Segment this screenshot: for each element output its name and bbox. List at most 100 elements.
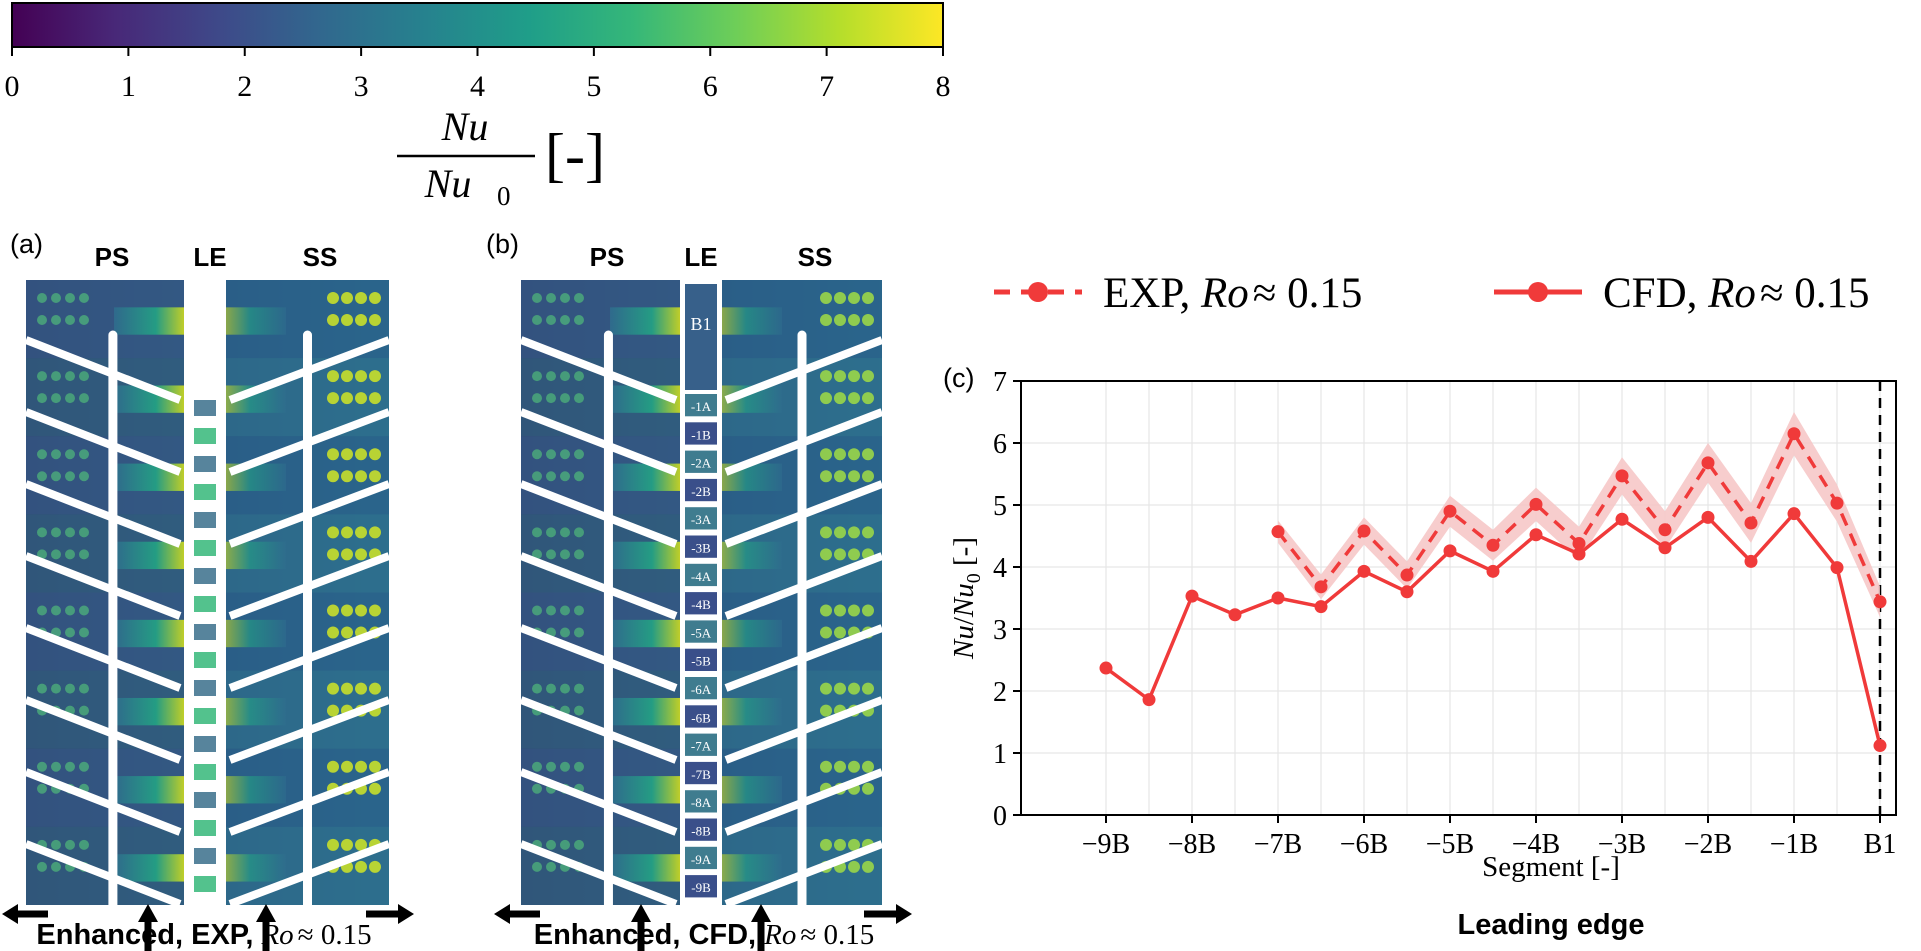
heatmap-dimple (546, 605, 556, 616)
le-cell-label: -3B (691, 541, 711, 556)
heatmap-rib (228, 408, 391, 476)
heatmap-dimple (862, 526, 874, 539)
le-cell (685, 875, 717, 898)
heatmap-dimple (546, 527, 556, 538)
heatmap-dimple (574, 705, 584, 716)
heatmap-dimple (560, 471, 570, 482)
heatmap-rib (24, 336, 182, 404)
heatmap-dimple (327, 370, 339, 383)
heatmap-dimple (37, 293, 47, 303)
heatmap-dimple (37, 683, 47, 694)
exp-data-point (1873, 595, 1887, 609)
heatmap-dimple (51, 527, 61, 538)
heatmap-dimple (355, 314, 367, 326)
heatmap-dimple (834, 392, 846, 405)
panel-a: (a) PS LE SS (2, 229, 414, 951)
le-cell-label: -6A (691, 682, 712, 697)
heatmap-dimple (560, 449, 570, 460)
le-cell-label: B1 (690, 314, 711, 334)
heatmap-dimple (820, 760, 832, 773)
heatmap-dimple (79, 839, 89, 850)
heatmap-rib (724, 624, 884, 692)
colorbar-tick-label: 6 (703, 70, 718, 103)
colorbar-tick-label: 1 (121, 70, 136, 103)
heatmap-dimple (532, 861, 542, 872)
heatmap-dimple (65, 683, 75, 694)
panel-a-caption: Enhanced, EXP, Ro ≈ 0.15 (36, 919, 371, 951)
le-cell (194, 848, 216, 864)
le-cell-label: -8A (691, 795, 712, 810)
x-tick-label: −1B (1770, 829, 1818, 860)
heatmap-dimple (532, 315, 542, 325)
heatmap-dimple (862, 682, 874, 695)
colorbar-tick-label: 5 (586, 70, 601, 103)
heatmap-dimple (862, 448, 874, 461)
heatmap-dimple (327, 470, 339, 483)
heatmap-dimple (79, 393, 89, 404)
le-cell (194, 652, 216, 668)
heatmap-dimple (834, 760, 846, 773)
heatmap-dimple (327, 704, 339, 717)
exp-data-point (1529, 497, 1543, 511)
le-cell (194, 876, 216, 892)
heatmap-dimple (341, 314, 353, 326)
heatmap-dimple (79, 761, 89, 772)
x-axis-label: Segment [-] (1482, 851, 1620, 883)
x-tick-label: −3B (1598, 829, 1646, 860)
le-cell (685, 761, 717, 785)
exp-data-point (1830, 496, 1844, 510)
chart-title: Leading edge (1458, 909, 1645, 941)
le-cell (685, 592, 717, 615)
heatmap-hot-streak (226, 541, 286, 570)
heatmap-rib (228, 768, 391, 836)
heatmap-dimple (341, 392, 353, 405)
le-cell (685, 563, 717, 587)
heatmap-dimple (355, 292, 367, 304)
x-tick-label: −4B (1512, 829, 1560, 860)
legend-label-exp: EXP, Ro≈ 0.15 (1103, 270, 1362, 317)
heatmap-dimple (341, 760, 353, 773)
heatmap-dimple (834, 626, 846, 639)
heatmap-dimple (51, 549, 61, 560)
exp-data-point (1314, 580, 1328, 594)
le-cell-label: -4B (691, 597, 711, 612)
le-cell-label: -8B (691, 824, 711, 839)
heatmap-dimple (355, 470, 367, 483)
heatmap-hot-streak (722, 697, 782, 726)
heatmap-dimple (862, 860, 874, 873)
heatmap-hot-streak (114, 619, 184, 648)
le-cell (194, 400, 216, 416)
heatmap-dimple (79, 549, 89, 560)
heatmap-dimple (65, 315, 75, 325)
le-cell-label: -2A (691, 456, 712, 471)
cfd-data-point (1228, 608, 1242, 622)
heatmap-dimple (37, 371, 47, 382)
heatmap-dimple (51, 449, 61, 460)
heatmap-dimple (327, 392, 339, 405)
heatmap-hot-streak (610, 697, 680, 726)
heatmap-dimple (369, 370, 381, 383)
heatmap-dimple (834, 838, 846, 851)
panel-b-label-ps: PS (590, 242, 625, 272)
heatmap-dimple (37, 783, 47, 794)
heatmap-dimple (546, 315, 556, 325)
heatmap-hot-streak (226, 854, 286, 882)
x-tick-label: −6B (1340, 829, 1388, 860)
le-cell (194, 540, 216, 556)
heatmap-dimple (51, 393, 61, 404)
heatmap-dimple (574, 471, 584, 482)
heatmap-dimple (355, 370, 367, 383)
heatmap-dimple (341, 548, 353, 561)
heatmap-dimple (341, 682, 353, 695)
legend-item-cfd: CFD, Ro≈ 0.15 (1494, 270, 1870, 317)
heatmap-rib (724, 768, 884, 836)
heatmap-dimple (65, 761, 75, 772)
exp-data-point (1787, 427, 1801, 441)
heatmap-dimple (369, 448, 381, 461)
heatmap-dimple (355, 392, 367, 405)
heatmap-dimple (834, 526, 846, 539)
le-cell (194, 792, 216, 808)
heatmap-dimple (327, 292, 339, 304)
heatmap-dimple (51, 761, 61, 772)
heatmap-dimple (574, 527, 584, 538)
